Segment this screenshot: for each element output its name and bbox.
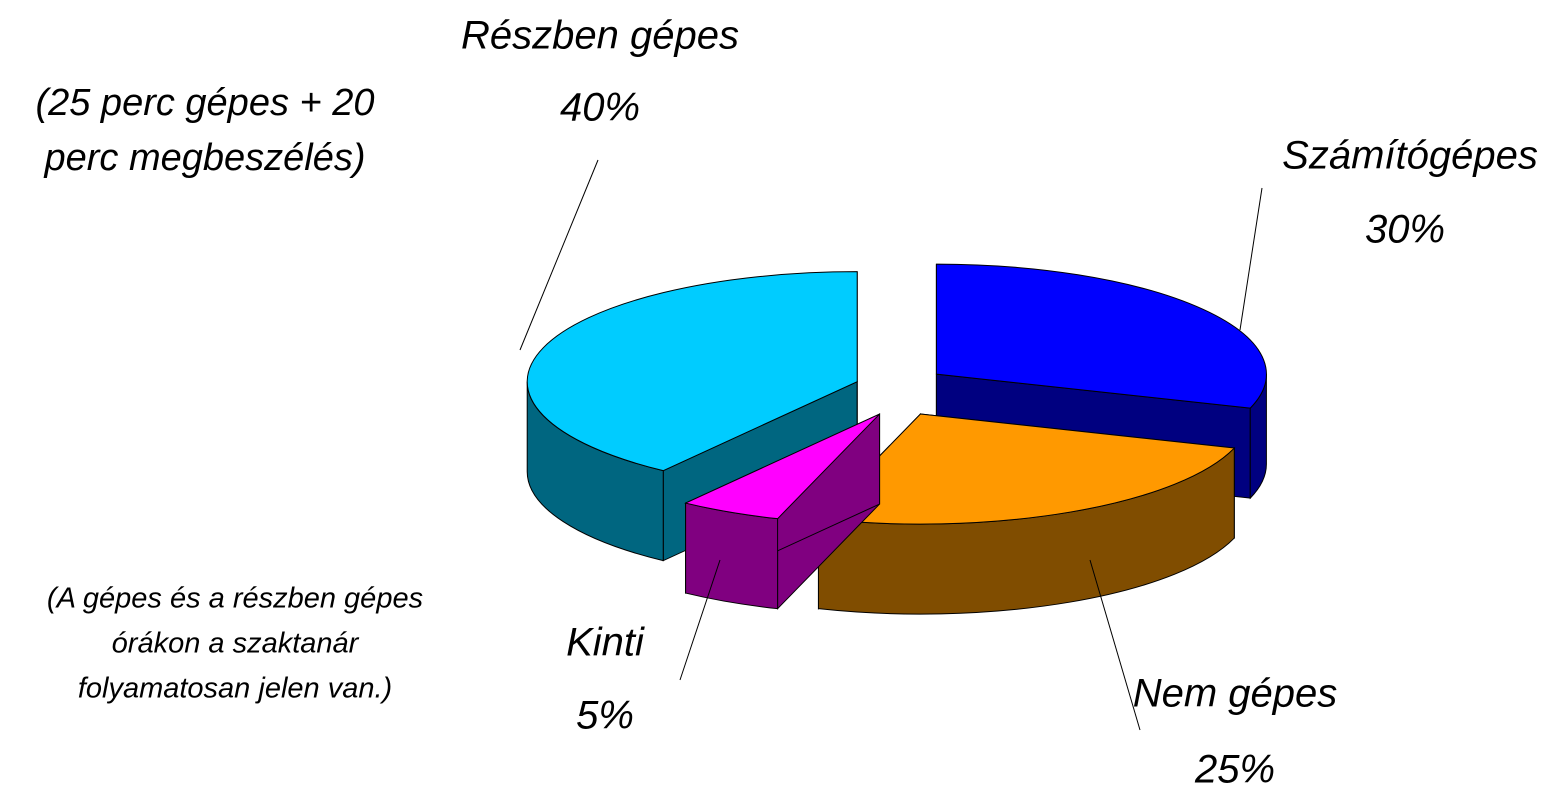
leader-line: [679, 559, 721, 681]
slice-top: [817, 413, 1236, 525]
slice-label: Részben gépes: [461, 14, 739, 58]
leader-line: [1239, 187, 1263, 331]
value-label: 25%: [1194, 748, 1275, 789]
leader-line: [1089, 559, 1141, 731]
slice-top: [684, 413, 880, 520]
annotation: (A gépes és a részben gépes: [47, 583, 423, 615]
slice: [684, 412, 881, 610]
slice: [817, 412, 1236, 615]
value-label: 40%: [560, 86, 640, 130]
slice-label: Számítógépes: [1282, 134, 1538, 178]
value-label: 30%: [1365, 208, 1445, 252]
slice-label: Nem gépes: [1133, 672, 1338, 716]
slice-label: Kinti: [566, 621, 645, 665]
slice-top: [935, 263, 1267, 409]
value-label: 5%: [576, 694, 634, 738]
annotation: (25 perc gépes + 20: [35, 82, 374, 124]
slice-side: [685, 502, 779, 610]
annotation: órákon a szaktanár: [112, 628, 360, 660]
slice-top: [526, 271, 858, 472]
annotation: perc megbeszélés): [43, 137, 365, 179]
leader-line: [519, 159, 599, 351]
annotation: folyamatosan jelen van.): [78, 673, 392, 705]
